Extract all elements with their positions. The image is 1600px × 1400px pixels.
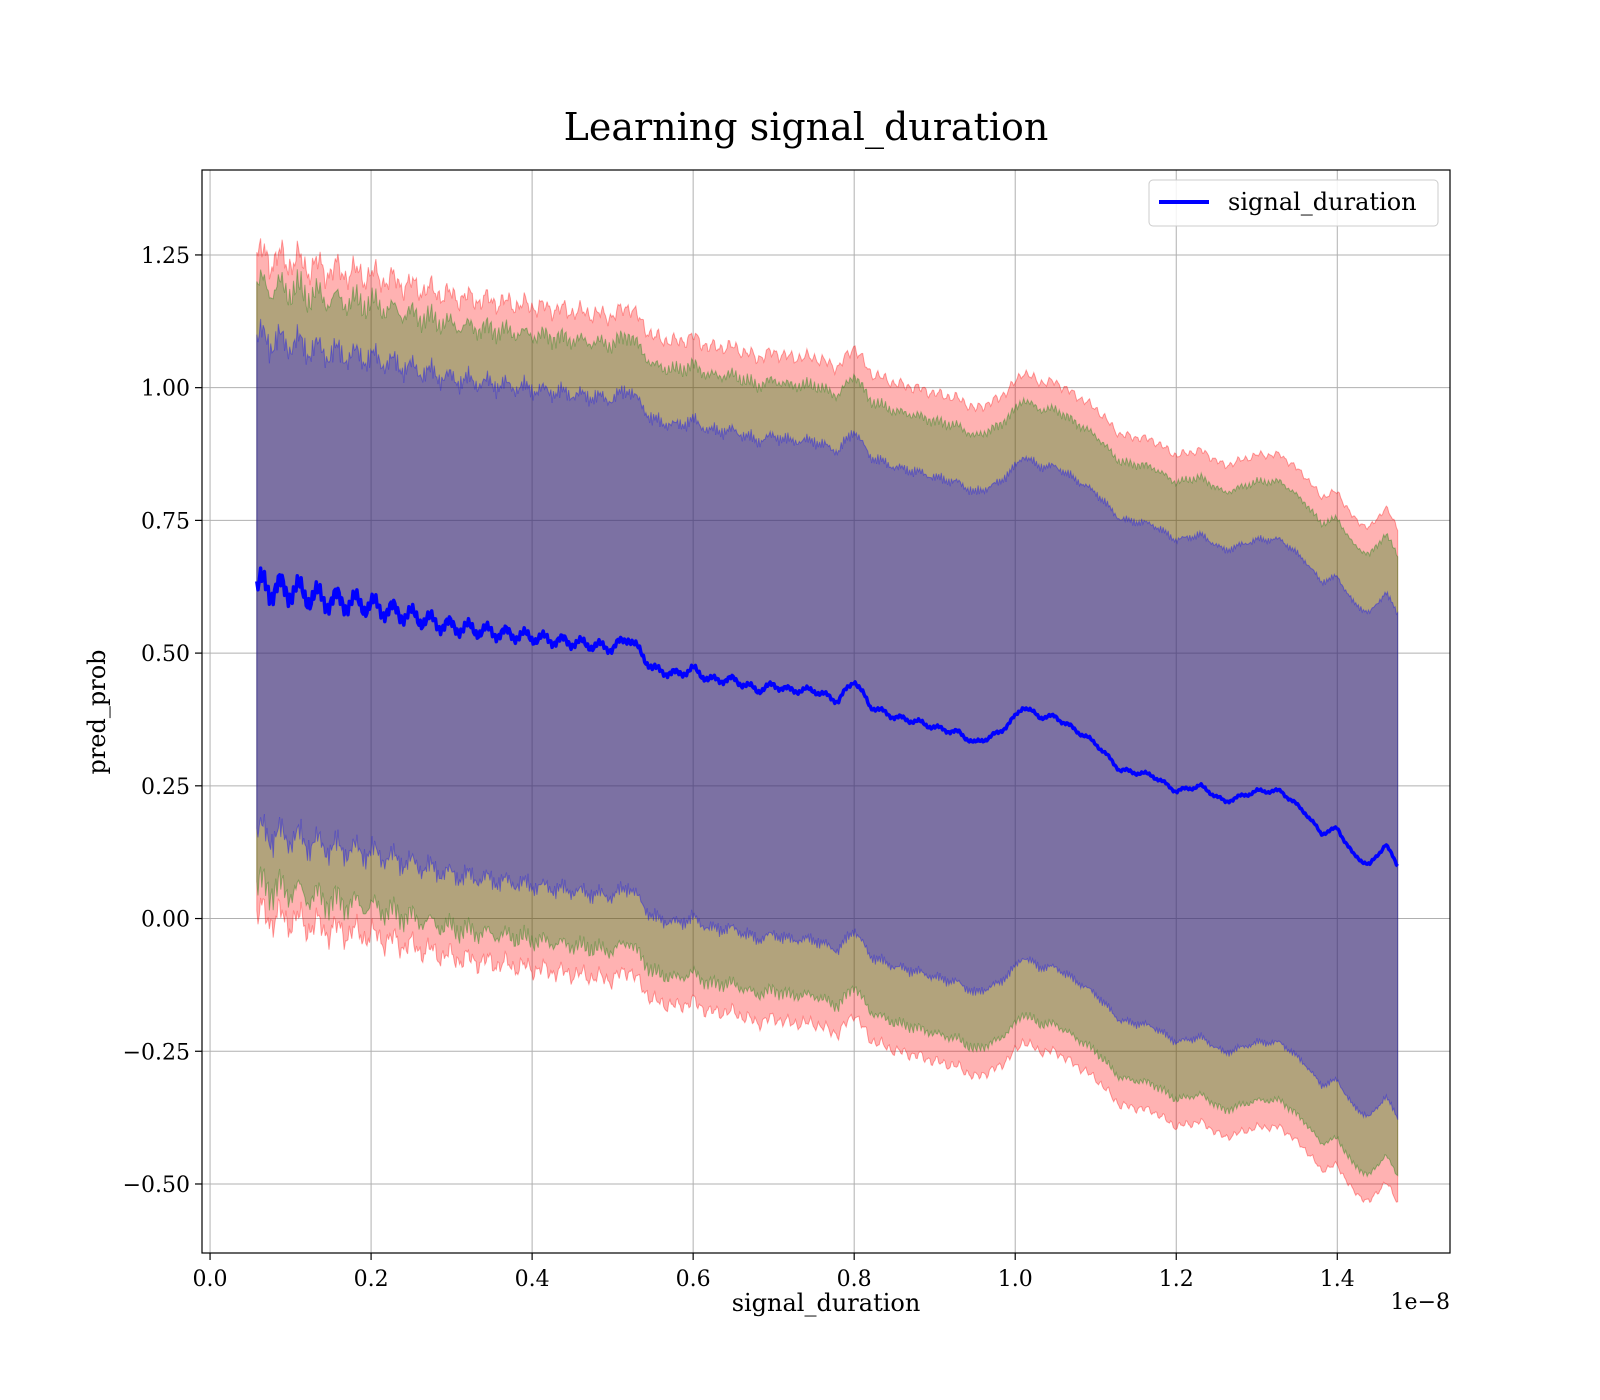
grid — [202, 170, 1450, 1253]
confidence-band — [256, 238, 1399, 1204]
y-tick-label: 0.25 — [141, 775, 190, 800]
y-tick-label: 0.00 — [141, 908, 190, 933]
x-tick-label: 0.8 — [837, 1267, 872, 1292]
y-tick-label: 1.00 — [141, 377, 190, 402]
y-tick-label: 1.25 — [141, 244, 190, 269]
confidence-band — [256, 269, 1399, 1178]
series-lines — [255, 566, 1399, 868]
x-axis-ticks: 0.0 0.2 0.4 0.6 0.8 1.0 1.2 1.4 — [193, 1253, 1355, 1292]
series-line-signal-duration — [255, 566, 1399, 868]
x-axis-label: signal_duration — [732, 1289, 921, 1317]
y-tick-label: 0.50 — [141, 642, 190, 667]
y-tick-label: 0.75 — [141, 509, 190, 534]
y-tick-label: −0.50 — [123, 1173, 190, 1198]
chart-title: Learning signal_duration — [564, 105, 1049, 150]
x-tick-label: 0.2 — [354, 1267, 389, 1292]
plot-frame — [201, 169, 1451, 1254]
x-tick-label: 0.6 — [676, 1267, 711, 1292]
confidence-bands — [256, 238, 1399, 1204]
confidence-band — [256, 318, 1399, 1120]
x-tick-label: 0.0 — [193, 1267, 228, 1292]
x-tick-label: 1.2 — [1159, 1267, 1194, 1292]
x-tick-label: 1.4 — [1320, 1267, 1355, 1292]
x-axis-offset-label: 1e−8 — [1391, 1290, 1450, 1315]
legend-label-signal-duration: signal_duration — [1228, 188, 1417, 216]
legend-box — [1148, 179, 1439, 227]
x-tick-label: 0.4 — [515, 1267, 550, 1292]
legend: signal_duration — [1148, 179, 1439, 227]
x-tick-label: 1.0 — [998, 1267, 1033, 1292]
y-axis-label: pred_prob — [83, 649, 111, 774]
y-axis-ticks: −0.50 −0.25 0.00 0.25 0.50 0.75 1.00 1.25 — [123, 244, 202, 1198]
y-tick-label: −0.25 — [123, 1040, 190, 1065]
